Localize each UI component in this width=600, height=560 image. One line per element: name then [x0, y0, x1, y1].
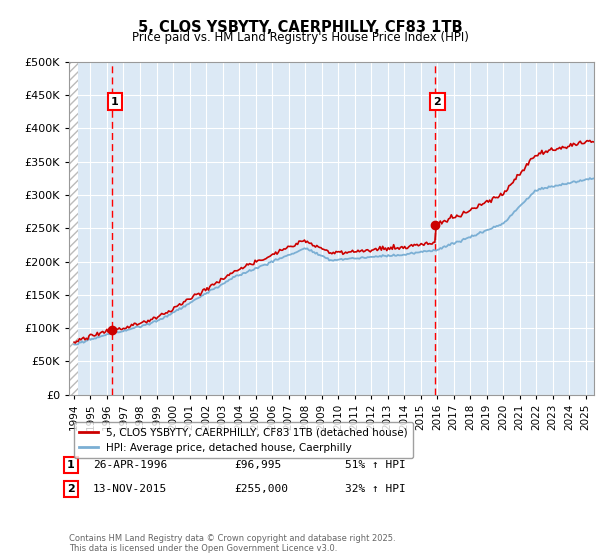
- Text: 1: 1: [111, 96, 119, 106]
- Text: £96,995: £96,995: [234, 460, 281, 470]
- Text: 5, CLOS YSBYTY, CAERPHILLY, CF83 1TB: 5, CLOS YSBYTY, CAERPHILLY, CF83 1TB: [137, 20, 463, 35]
- Text: 2: 2: [67, 484, 74, 494]
- Text: 32% ↑ HPI: 32% ↑ HPI: [345, 484, 406, 494]
- Text: £255,000: £255,000: [234, 484, 288, 494]
- Text: 13-NOV-2015: 13-NOV-2015: [93, 484, 167, 494]
- Legend: 5, CLOS YSBYTY, CAERPHILLY, CF83 1TB (detached house), HPI: Average price, detac: 5, CLOS YSBYTY, CAERPHILLY, CF83 1TB (de…: [74, 422, 413, 458]
- Text: Contains HM Land Registry data © Crown copyright and database right 2025.
This d: Contains HM Land Registry data © Crown c…: [69, 534, 395, 553]
- Text: 26-APR-1996: 26-APR-1996: [93, 460, 167, 470]
- Text: 2: 2: [434, 96, 442, 106]
- Text: 51% ↑ HPI: 51% ↑ HPI: [345, 460, 406, 470]
- Text: 1: 1: [67, 460, 74, 470]
- Bar: [69, 62, 78, 395]
- Text: Price paid vs. HM Land Registry's House Price Index (HPI): Price paid vs. HM Land Registry's House …: [131, 31, 469, 44]
